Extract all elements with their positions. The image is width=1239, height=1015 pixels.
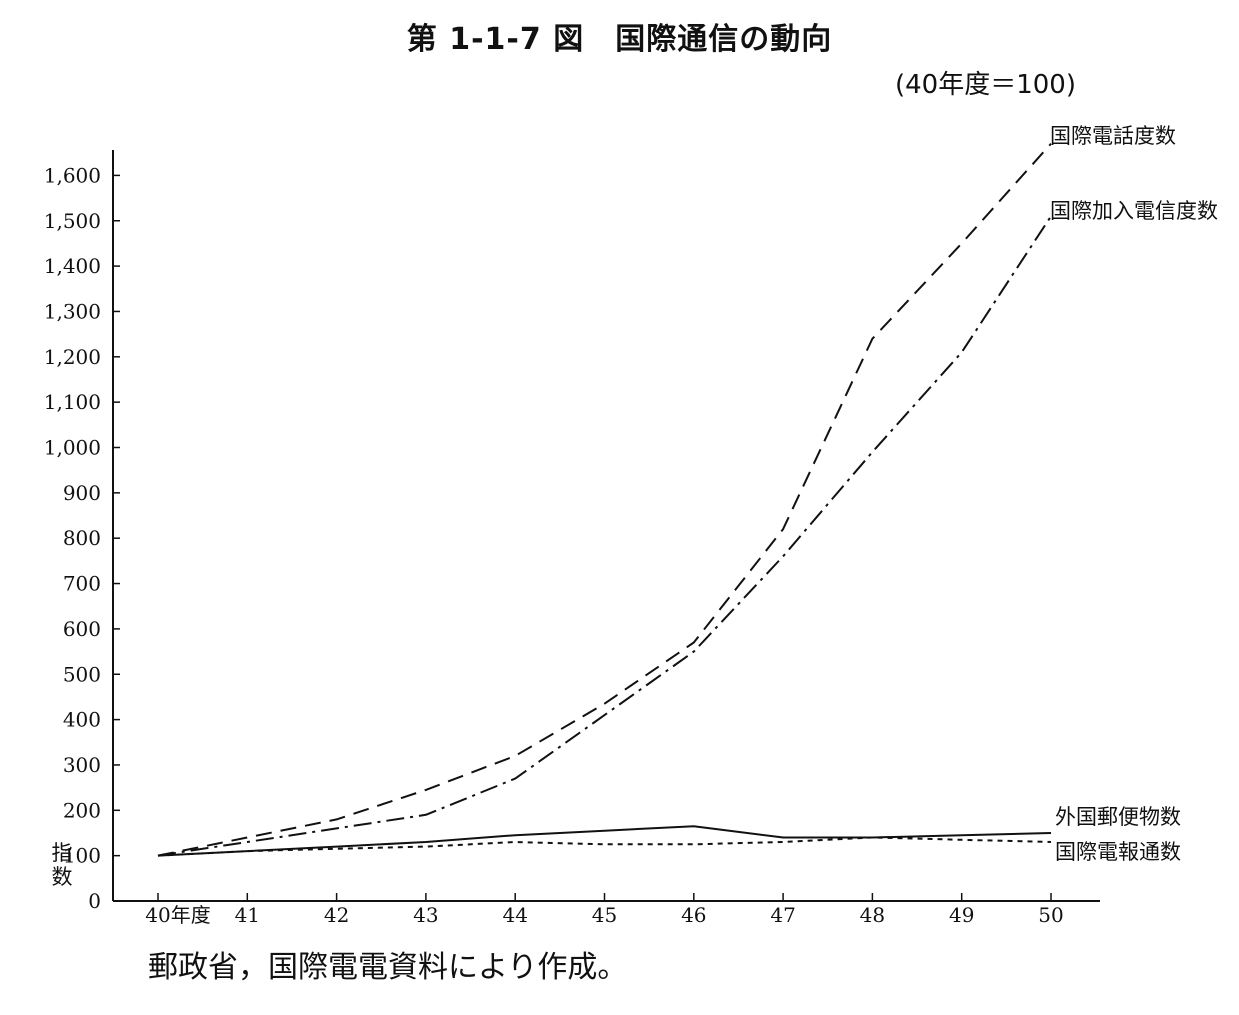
series-label: 国際加入電信度数 [1050,199,1218,223]
y-axis-ticks: 0 100 200 300 400 500 600 700 800 900 1,000 1,100 1,… [44,163,120,913]
x-axis-ticks: 40年度 41 42 43 44 45 46 47 48 49 50 [145,893,1064,927]
chart-axes: 指数 [52,150,1100,902]
chart-title: 第 1-1-7 図 国際通信の動向 [406,22,833,57]
y-tick-label: 700 [63,572,101,596]
chart-subtitle: (40年度＝100) [895,70,1076,100]
y-axis-label: 数 [52,865,73,889]
y-tick-label: 800 [63,526,101,550]
x-tick-label: 43 [413,903,438,927]
x-tick-label: 49 [949,903,974,927]
x-tick-label: 41 [235,903,260,927]
y-tick-label: 1,000 [44,436,101,460]
x-tick-label: 42 [324,903,349,927]
series-label: 外国郵便物数 [1055,805,1181,829]
y-tick-label: 1,500 [44,209,101,233]
y-tick-label: 1,200 [44,345,101,369]
series-label: 国際電報通数 [1055,840,1181,864]
y-tick-label: 600 [63,617,101,641]
x-tick-label: 48 [860,903,885,927]
x-tick-label: 46 [681,903,706,927]
y-tick-label: 300 [63,753,101,777]
x-tick-label: 47 [770,903,795,927]
series-line-1 [157,215,1052,857]
source-note: 郵政省，国際電電資料により作成。 [148,950,628,985]
series-line-0 [157,143,1052,857]
y-tick-label: 500 [63,662,101,686]
y-axis-label: 指 [52,841,73,865]
series-line-3 [157,836,1052,857]
y-tick-label: 900 [63,481,101,505]
y-tick-label: 1,600 [44,163,101,187]
series-label: 国際電話度数 [1050,124,1176,148]
y-tick-label: 0 [88,889,101,913]
x-tick-label: 44 [502,903,527,927]
y-tick-label: 400 [63,708,101,732]
y-tick-label: 1,400 [44,254,101,278]
x-tick-label: 50 [1038,903,1063,927]
y-tick-label: 200 [63,798,101,822]
x-tick-label: 40年度 [145,903,210,927]
y-tick-label: 1,100 [44,390,101,414]
y-tick-label: 1,300 [44,299,101,323]
y-tick-label: 100 [63,844,101,868]
x-tick-label: 45 [592,903,617,927]
series-lines [157,143,1052,857]
